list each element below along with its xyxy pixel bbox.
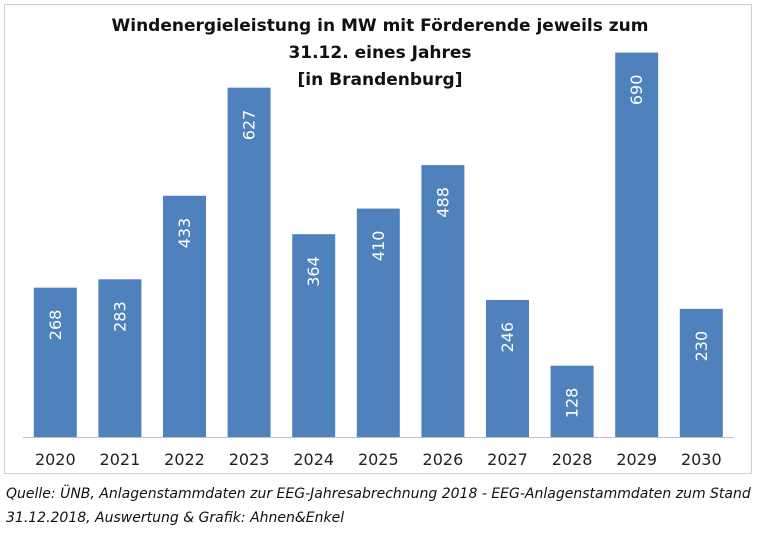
bar-2025 xyxy=(356,208,400,437)
bar-value-label-2021: 283 xyxy=(110,301,129,332)
bar-2020 xyxy=(33,287,77,437)
bar-value-label-2030: 230 xyxy=(692,331,711,362)
chart-title-line-3: [in Brandenburg] xyxy=(297,70,463,90)
bar-value-label-2028: 128 xyxy=(563,388,582,419)
x-tick-label-2026: 2026 xyxy=(423,450,464,469)
x-tick-label-2027: 2027 xyxy=(487,450,528,469)
bar-2023 xyxy=(227,87,271,438)
bar-value-label-2026: 488 xyxy=(433,187,452,218)
bar-2027 xyxy=(486,299,529,437)
bar-value-label-2022: 433 xyxy=(175,218,194,249)
bar-2029 xyxy=(615,52,659,437)
bar-value-label-2027: 246 xyxy=(498,322,517,353)
bar-value-label-2025: 410 xyxy=(369,231,388,262)
source-line-2: 31.12.2018, Auswertung & Grafik: Ahnen&E… xyxy=(6,510,345,526)
x-tick-label-2024: 2024 xyxy=(293,450,334,469)
bar-2030 xyxy=(679,308,723,437)
x-tick-label-2028: 2028 xyxy=(552,450,593,469)
bar-2022 xyxy=(163,195,206,437)
bar-value-label-2020: 268 xyxy=(46,310,65,341)
x-tick-label-2029: 2029 xyxy=(616,450,657,469)
chart-frame xyxy=(4,4,752,474)
x-tick-label-2023: 2023 xyxy=(229,450,270,469)
bar-value-label-2023: 627 xyxy=(240,110,259,141)
bar-value-label-2029: 690 xyxy=(627,75,646,106)
bar-2024 xyxy=(292,234,336,437)
bar-chart: 268 2020 283 2021 433 2022 627 2023 364 2024 410 20… xyxy=(23,52,734,469)
x-tick-label-2020: 2020 xyxy=(35,450,76,469)
bar-2028 xyxy=(550,365,594,437)
x-tick-label-2022: 2022 xyxy=(164,450,205,469)
bar-2026 xyxy=(421,165,465,437)
bar-2021 xyxy=(98,279,142,437)
x-tick-label-2030: 2030 xyxy=(681,450,722,469)
chart-title-line-2: 31.12. eines Jahres xyxy=(288,43,472,63)
chart-title-line-1: Windenergieleistung in MW mit Förderende… xyxy=(111,16,649,36)
source-line-1: Quelle: ÜNB, Anlagenstammdaten zur EEG-J… xyxy=(6,486,751,502)
x-tick-label-2025: 2025 xyxy=(358,450,399,469)
x-tick-label-2021: 2021 xyxy=(100,450,141,469)
source-note: Quelle: ÜNB, Anlagenstammdaten zur EEG-J… xyxy=(6,482,754,530)
bar-value-label-2024: 364 xyxy=(304,256,323,287)
